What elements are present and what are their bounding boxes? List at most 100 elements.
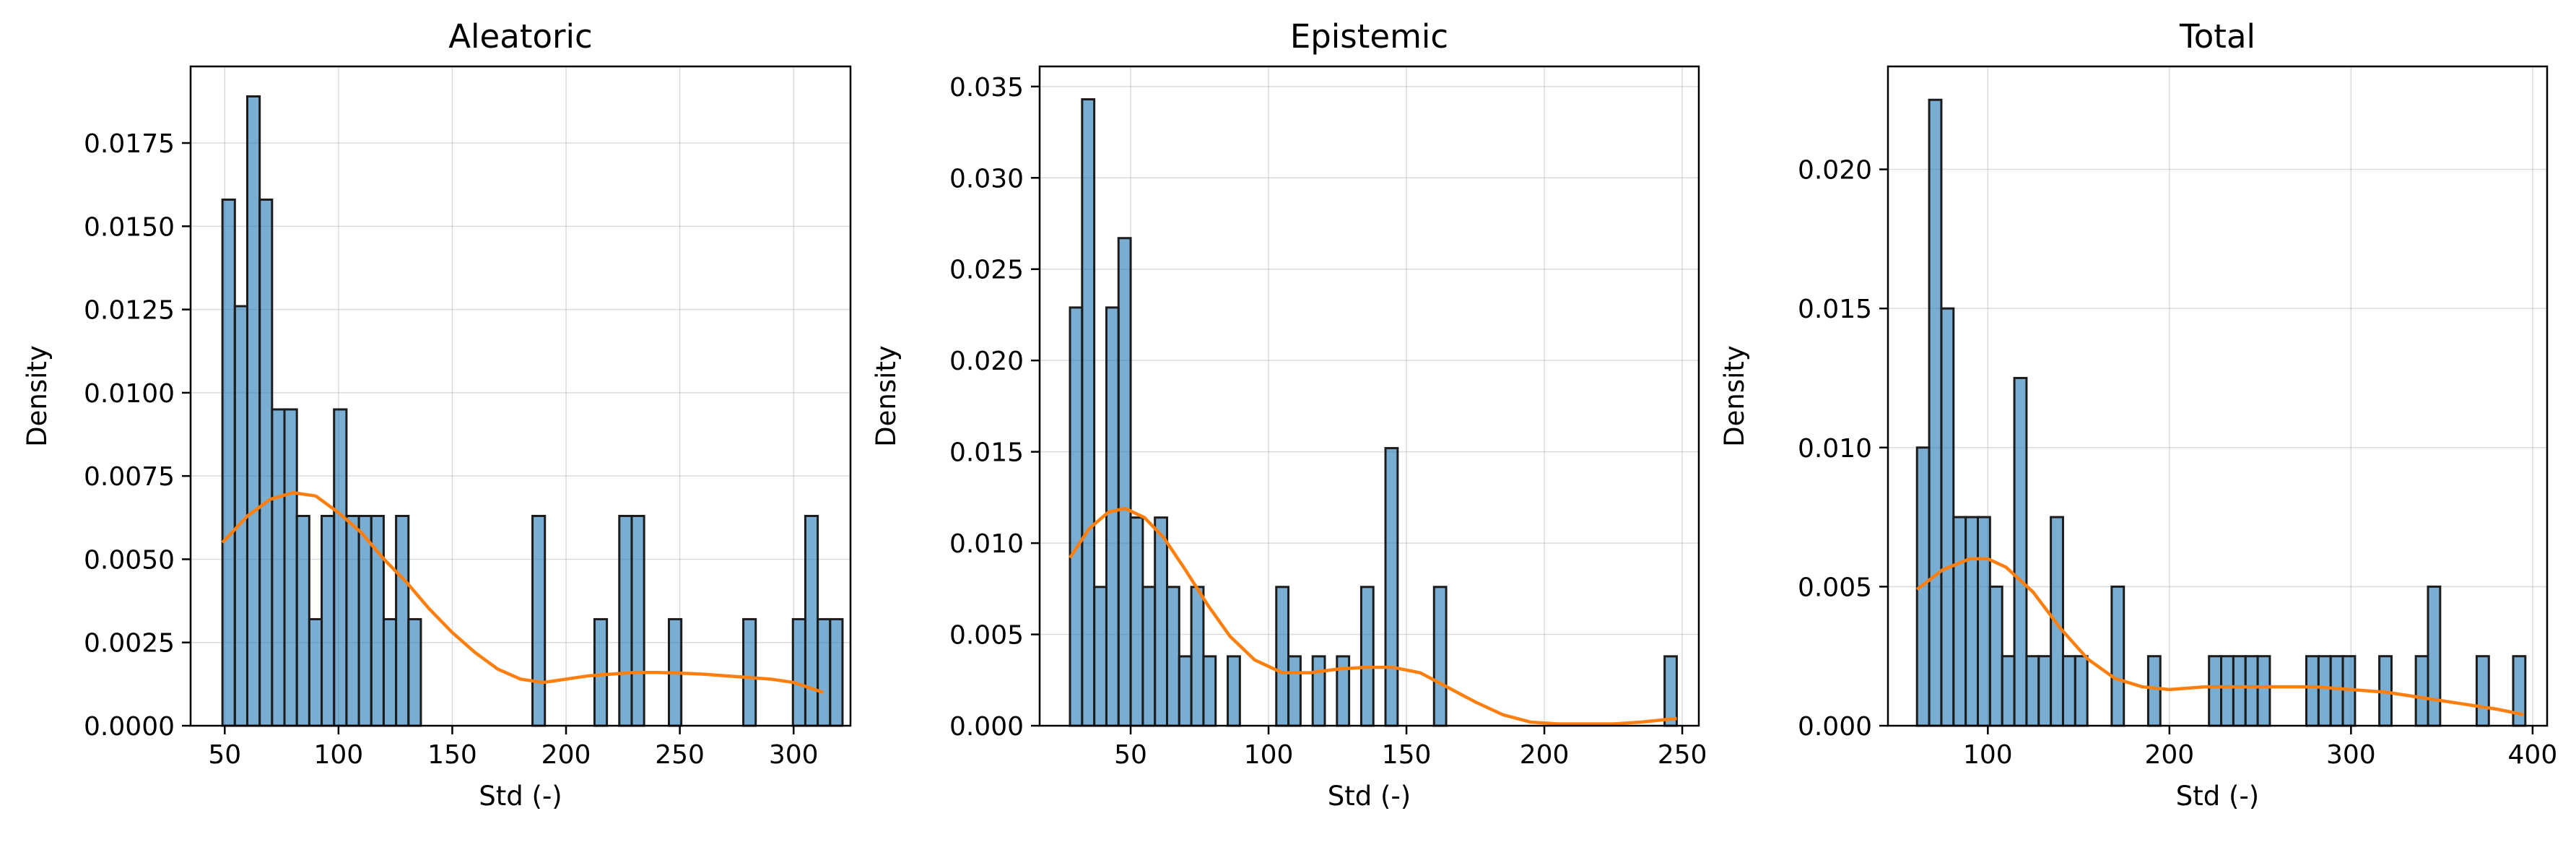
histogram-bar [1165, 586, 1180, 727]
y-tick-label: 0.000 [949, 712, 1024, 742]
y-tick-label: 0.010 [949, 529, 1024, 559]
histogram-bar [1988, 585, 2003, 727]
y-tick-label: 0.0075 [84, 462, 175, 492]
histogram-bar [2001, 655, 2016, 727]
x-axis-label: Std (-) [479, 781, 562, 812]
y-tick-label: 0.005 [949, 621, 1024, 651]
y-tick-label: 0.0125 [84, 296, 175, 326]
histogram-bar [2146, 655, 2162, 727]
histogram-bar [258, 198, 274, 727]
histogram-bar [1663, 655, 1678, 727]
x-tick-label: 50 [1114, 740, 1147, 770]
histogram-bar [1384, 447, 1399, 727]
histogram-bar [1129, 516, 1144, 727]
histogram-bar [2427, 585, 2442, 727]
kde-line [1915, 557, 2524, 716]
histogram-bar [321, 515, 336, 727]
y-axis-label: Density [22, 345, 53, 447]
histogram-bar [333, 408, 348, 727]
histogram-bar [1178, 655, 1193, 727]
histogram-bar [1081, 98, 1096, 727]
x-tick-label: 200 [541, 740, 591, 770]
x-tick-label: 250 [655, 740, 705, 770]
histogram-bar [2475, 655, 2490, 727]
histogram-bar [531, 515, 547, 727]
y-tick-label: 0.0050 [84, 545, 175, 575]
x-tick-label: 300 [769, 740, 819, 770]
y-tick-label: 0.020 [1798, 156, 1872, 186]
histogram-bar [407, 617, 422, 727]
histogram-bar [804, 515, 819, 727]
y-axis-label: Density [871, 345, 902, 447]
y-tick-label: 0.0100 [84, 379, 175, 409]
panel-title: Aleatoric [448, 17, 592, 56]
histogram-bar [221, 198, 236, 727]
histogram-bar [1117, 237, 1132, 727]
panel-aleatoric: 50 100 150 200 250 300 0.0000 0.0025 0.0050 0.007… [22, 17, 852, 812]
histogram-bar [1964, 516, 1979, 727]
histogram-bar [1928, 98, 1943, 727]
x-tick-label: 100 [1963, 740, 2013, 770]
histogram-bar [2037, 655, 2053, 727]
histogram-bar [283, 408, 298, 727]
histogram-bar [2329, 655, 2344, 727]
x-tick-label: 150 [427, 740, 477, 770]
histogram-bar [1202, 655, 1217, 727]
panel-epistemic: 50 100 150 200 250 0.000 0.005 0.010 0.015 0.020 0… [871, 17, 1707, 812]
histogram-bar [2025, 655, 2040, 727]
histogram-bar [1336, 655, 1351, 727]
panel-title: Epistemic [1290, 17, 1448, 56]
x-tick-label: 200 [1520, 740, 1570, 770]
histogram-bar [2414, 655, 2429, 727]
kde-line [1069, 506, 1677, 726]
histogram-bar [395, 515, 410, 727]
histogram-bar [618, 515, 633, 727]
kde-line [221, 490, 824, 695]
y-tick-label: 0.015 [1798, 295, 1872, 324]
histogram-bar [1311, 655, 1326, 727]
histogram-bar [245, 95, 261, 727]
histogram-bar [1141, 586, 1157, 727]
x-tick-label: 50 [208, 740, 241, 770]
y-tick-label: 0.035 [949, 73, 1024, 103]
y-tick-label: 0.015 [949, 438, 1024, 468]
histogram-bar [1105, 306, 1120, 727]
histogram-bar [791, 617, 806, 727]
histogram-bar [817, 617, 832, 727]
histogram-bar [1952, 516, 1967, 727]
x-tick-label: 250 [1658, 740, 1707, 770]
panel-title: Total [2179, 17, 2255, 56]
x-tick-label: 300 [2326, 740, 2376, 770]
histogram-bar [295, 515, 310, 727]
histogram-bar [1940, 307, 1955, 727]
axes-frame [1038, 65, 1700, 727]
x-axis-label: Std (-) [2176, 781, 2259, 812]
y-tick-label: 0.010 [1798, 434, 1872, 464]
histogram-bar [2110, 585, 2125, 727]
histogram-bar [382, 617, 398, 727]
histogram-bar [2208, 655, 2223, 727]
histogram-bar [742, 617, 757, 727]
y-tick-label: 0.0000 [84, 712, 175, 742]
histogram-bar [1093, 586, 1108, 727]
histogram-bar [1287, 655, 1302, 727]
y-tick-label: 0.030 [949, 164, 1024, 194]
histogram-bar [1359, 586, 1375, 727]
histogram-bar [1154, 516, 1168, 727]
x-axis-label: Std (-) [1328, 781, 1411, 812]
histogram-bar [630, 515, 645, 727]
histogram-bar [2317, 655, 2332, 727]
y-tick-label: 0.0150 [84, 212, 175, 242]
histogram-bar [1977, 516, 1991, 727]
x-tick-label: 100 [1244, 740, 1294, 770]
histogram-bar [2220, 655, 2235, 727]
histogram-bar [593, 617, 609, 727]
y-tick-label: 0.0175 [84, 129, 175, 159]
histogram-bar [2256, 655, 2271, 727]
histogram-bar [308, 617, 323, 727]
y-tick-label: 0.0025 [84, 629, 175, 659]
x-tick-label: 400 [2508, 740, 2558, 770]
axes-frame [1887, 65, 2549, 727]
histogram-bar [2232, 655, 2247, 727]
y-tick-label: 0.020 [949, 347, 1024, 376]
